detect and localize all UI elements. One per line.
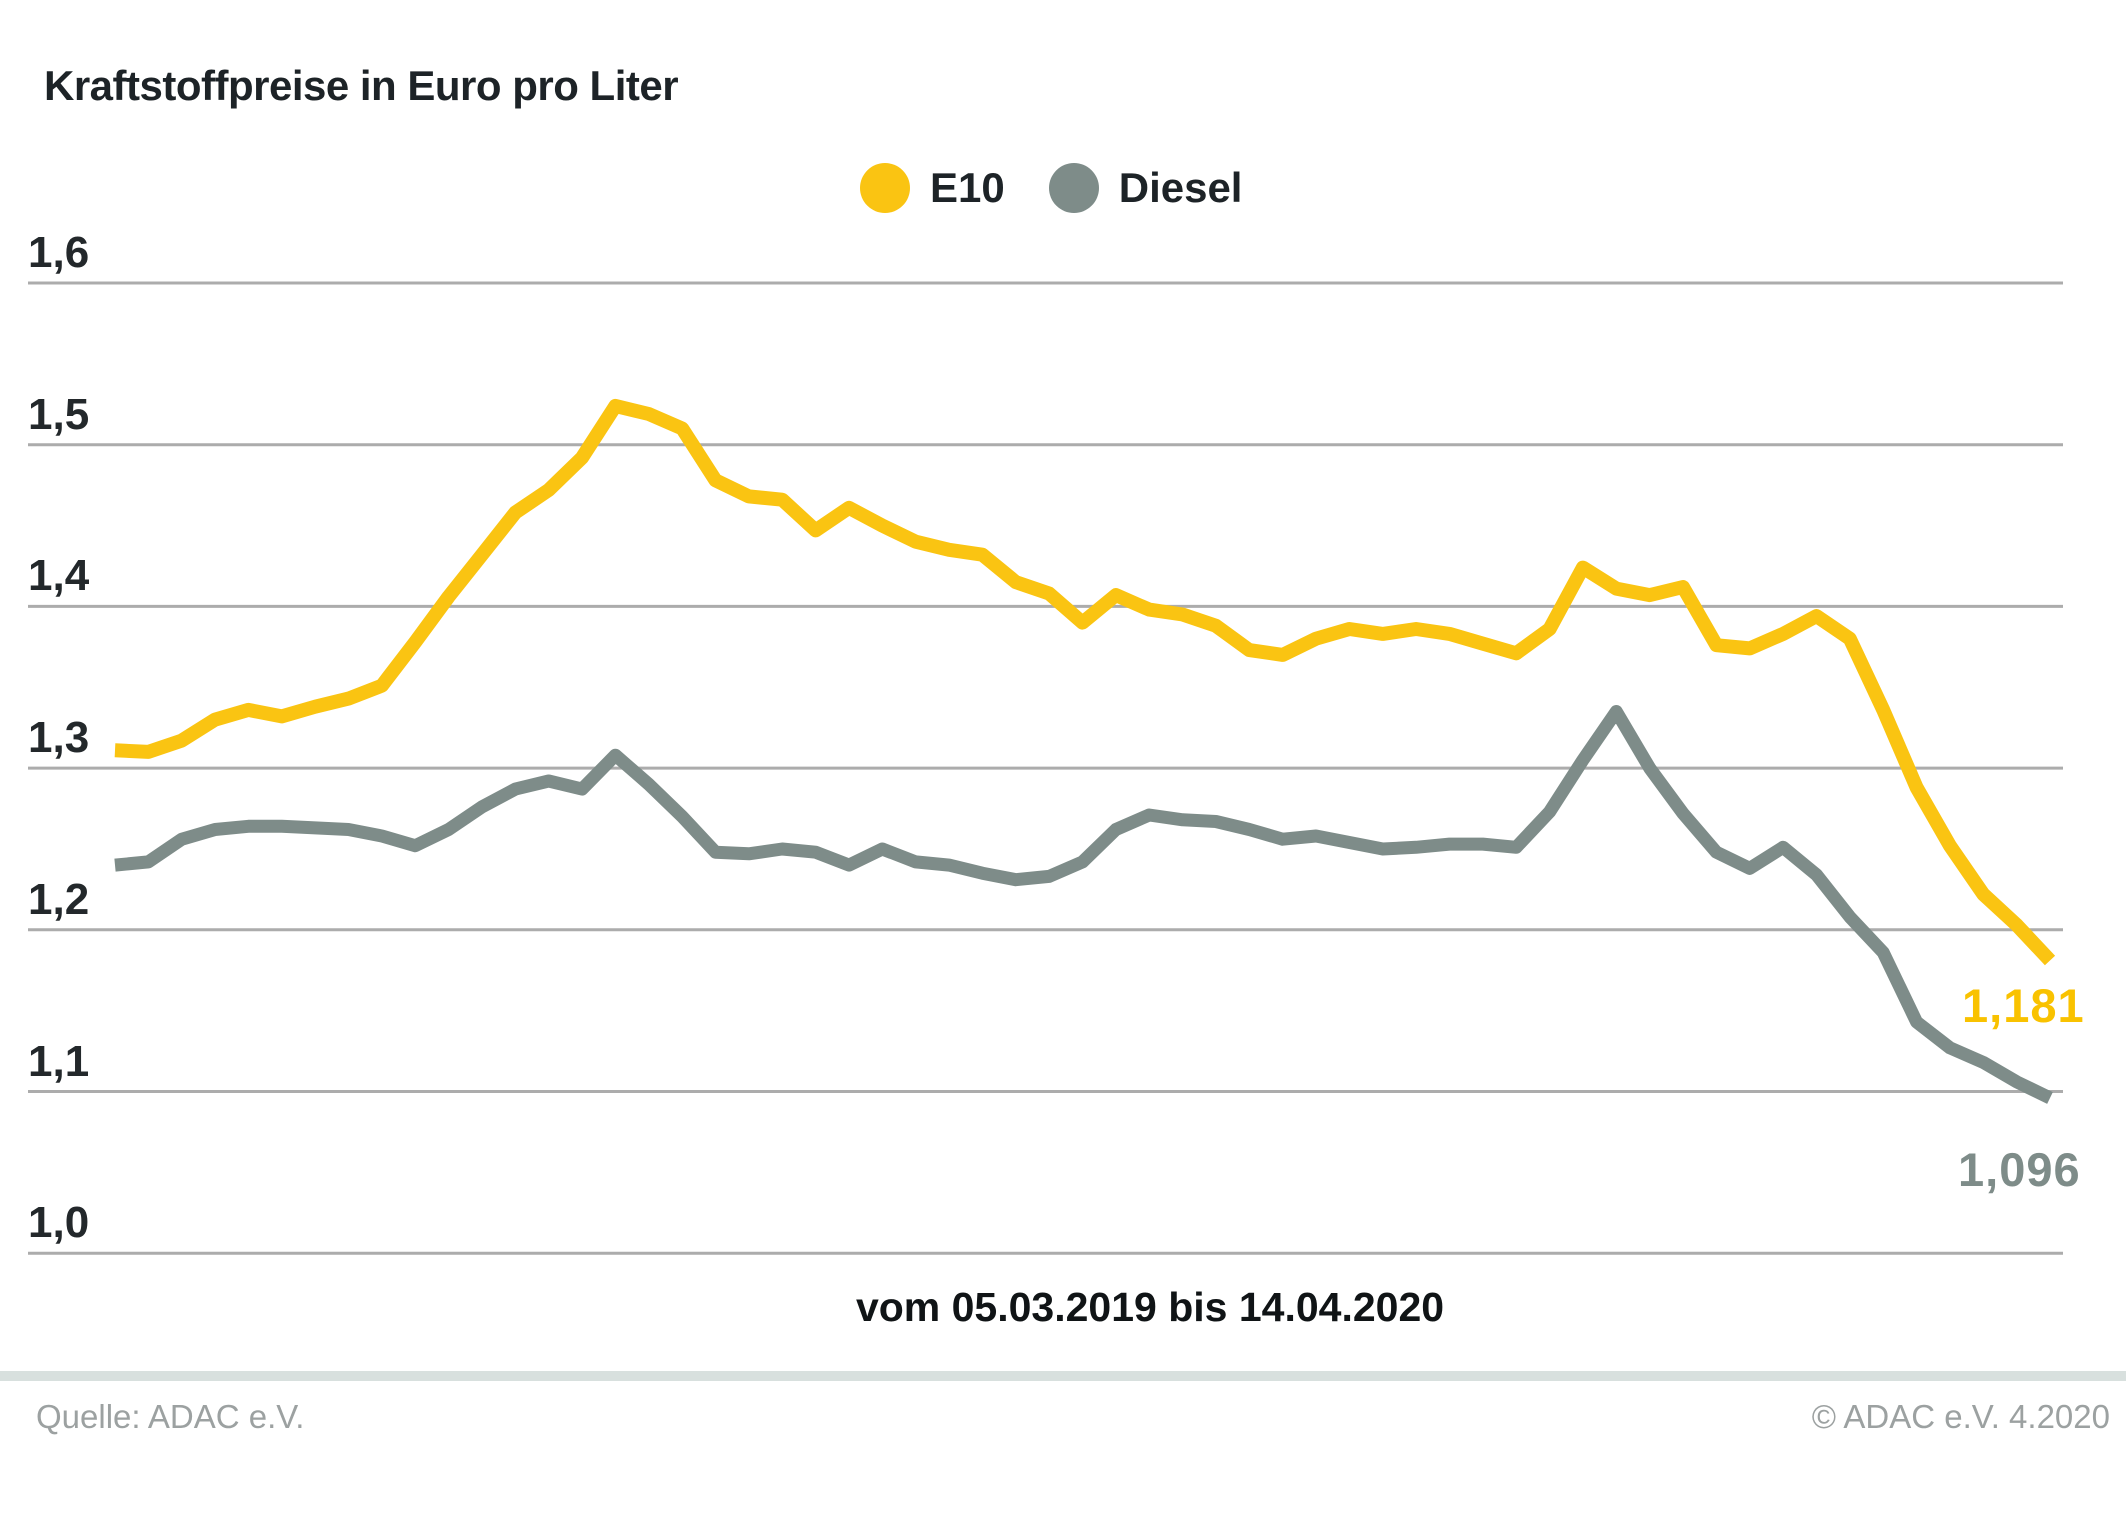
date-range-caption: vom 05.03.2019 bis 14.04.2020 [855,1284,1445,1330]
chart-legend: E10 Diesel [860,163,1242,213]
series-line-diesel [114,705,2053,1104]
source-credit: Quelle: ADAC e.V. [36,1398,305,1435]
diesel-dot-icon [1048,163,1099,213]
series-line-e10 [114,398,2056,966]
y-tick-label: 1,3 [28,713,90,763]
legend-item-diesel: Diesel [1048,163,1243,213]
diesel-end-value-label: 1,096 [1958,1143,2081,1196]
legend-item-e10: E10 [860,163,1005,213]
y-tick-label: 1,2 [28,874,90,924]
legend-label-e10: E10 [930,164,1005,211]
y-tick-label: 1,6 [28,228,90,277]
y-tick-label: 1,0 [28,1198,90,1248]
copyright-credit: © ADAC e.V. 4.2020 [1811,1398,2110,1435]
e10-end-value-label: 1,181 [1962,979,2085,1032]
y-tick-label: 1,4 [28,551,90,601]
y-tick-label: 1,1 [28,1036,90,1086]
divider-band [0,1371,2126,1381]
page-title: Kraftstoffpreise in Euro pro Liter [44,62,679,109]
y-tick-label: 1,5 [28,389,90,439]
legend-label-diesel: Diesel [1118,164,1243,211]
e10-dot-icon [860,163,910,213]
